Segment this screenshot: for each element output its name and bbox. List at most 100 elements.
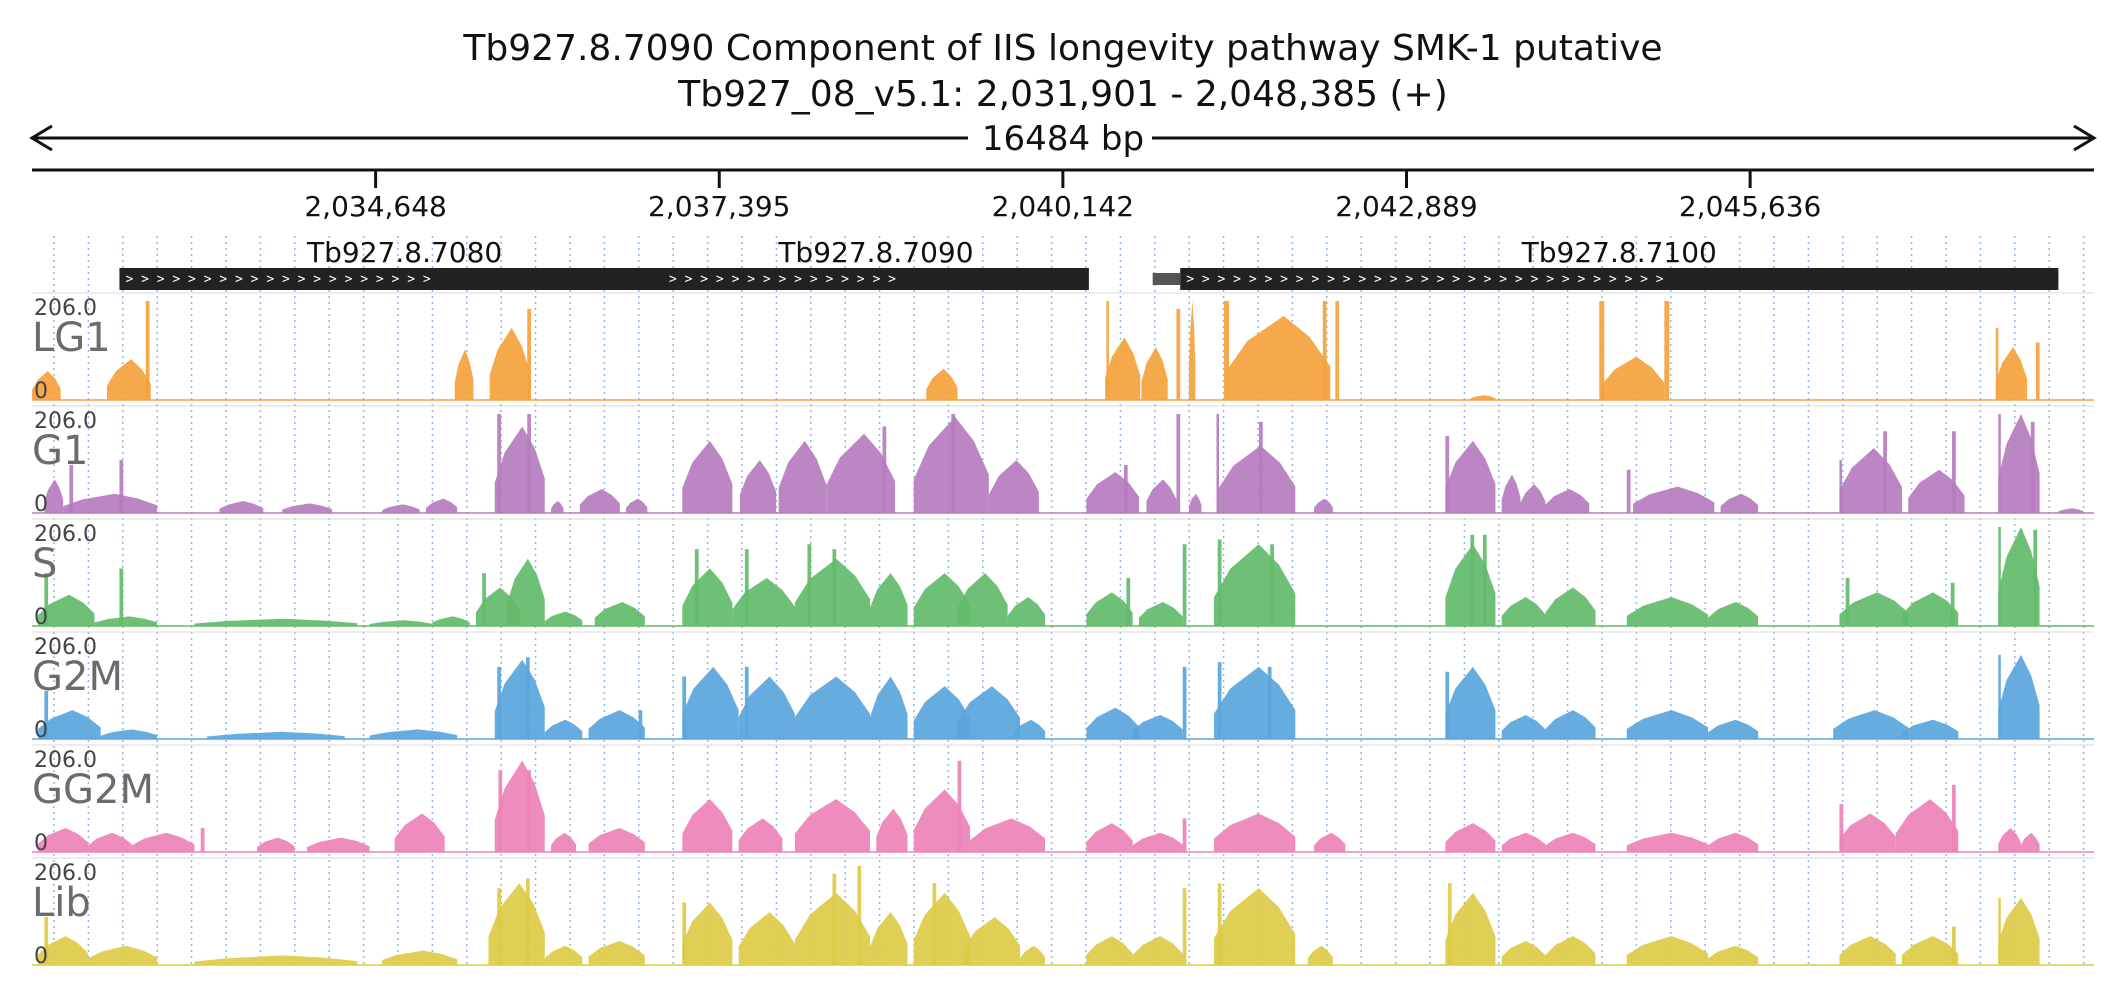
track-s: 206.0 0 S <box>32 518 2094 630</box>
coverage-peak <box>1138 601 1183 626</box>
coverage-peak <box>1901 719 1959 739</box>
coverage-peak <box>626 498 648 513</box>
left-arrowhead <box>29 124 53 152</box>
coverage-peak <box>579 488 620 513</box>
coverage-peak <box>1845 577 1850 626</box>
track-name-label: LG1 <box>32 315 111 361</box>
track-g1: 206.0 0 G1 <box>32 405 2094 517</box>
span-ruler: 16484 bp <box>29 119 2097 159</box>
coverage-peak <box>682 902 733 965</box>
coverage-peak <box>1188 493 1202 513</box>
coverage-peak <box>497 666 501 739</box>
coverage-peak <box>1445 892 1496 965</box>
coverage-peak <box>2035 342 2040 400</box>
track-lib: 206.0 0 Lib <box>32 857 2094 969</box>
coverage-peak <box>1501 474 1521 513</box>
coordinate-axis: 2,034,648 2,037,395 2,040,142 2,042,889 2,04… <box>32 168 2094 223</box>
coverage-peak <box>1013 719 1046 739</box>
coverage-peak <box>1995 347 2028 400</box>
coverage-peak <box>1950 582 1955 626</box>
coverage-peak <box>1213 544 1296 626</box>
track-max-label: 206.0 <box>34 522 97 547</box>
coverage-peak <box>1952 431 1956 513</box>
coverage-peak <box>832 873 837 965</box>
coverage-peak <box>38 936 89 965</box>
coverage-peak <box>454 349 474 400</box>
coverage-peak <box>200 827 205 852</box>
coverage-peak <box>1501 940 1546 965</box>
coverage-peak <box>1216 414 1219 513</box>
coverage-peak <box>744 666 749 739</box>
track-min-label: 0 <box>34 605 48 630</box>
coverage-peak <box>1086 707 1139 739</box>
strand-arrows: > > > > > > > > > > > > > > > > > > > > <box>125 272 430 287</box>
coverage-peak <box>638 710 643 739</box>
coverage-peak <box>369 620 433 626</box>
gene-cds <box>1180 268 2059 290</box>
coverage-peak <box>489 327 530 400</box>
coverage-peak <box>926 368 958 400</box>
coverage-peak <box>145 301 150 400</box>
gene-label: Tb927.8.7080 <box>306 236 502 269</box>
coverage-peak <box>913 416 989 513</box>
coverage-peak <box>1223 301 1229 400</box>
coverage-peak <box>257 837 295 852</box>
coverage-peak <box>588 710 645 739</box>
coverage-peak <box>1132 714 1183 739</box>
coverage-peak <box>1708 601 1759 626</box>
track-g2m: 206.0 0 G2M <box>32 631 2094 743</box>
coverage-peak <box>307 837 370 852</box>
coverage-peak <box>1545 587 1596 626</box>
coverage-peak <box>1217 539 1222 626</box>
coverage-peak <box>957 686 1021 739</box>
coverage-peak <box>957 573 1008 626</box>
coverage-peak <box>970 818 1046 852</box>
coverage-peak <box>1445 671 1450 739</box>
coverage-peak <box>497 888 501 965</box>
coverage-peak <box>1998 527 2001 626</box>
coverage-peak <box>1182 666 1187 739</box>
coverage-peak <box>1007 597 1046 626</box>
axis-tick-label: 2,040,142 <box>992 190 1135 223</box>
coverage-peak <box>682 666 739 739</box>
coverage-peak <box>1501 714 1546 739</box>
coverage-peak <box>932 883 937 965</box>
coverage-peak <box>32 371 61 400</box>
coverage-peak <box>38 594 95 626</box>
coverage-peak <box>1322 301 1327 400</box>
axis-tick-label: 2,034,648 <box>304 190 447 223</box>
gene-label: Tb927.8.7100 <box>1521 236 1717 269</box>
coverage-peak <box>100 729 157 739</box>
coverage-peak <box>119 568 124 626</box>
coverage-peak <box>1545 936 1596 965</box>
coverage-peak <box>525 878 530 965</box>
coverage-peak <box>1883 431 1887 513</box>
coverage-peak <box>1998 654 2040 739</box>
coverage-peak <box>194 618 358 626</box>
coverage-peak <box>694 549 699 626</box>
coverage-peak <box>682 676 687 739</box>
coverage-peak <box>1720 493 1759 513</box>
track-max-label: 206.0 <box>34 635 97 660</box>
coverage-peak <box>482 573 486 626</box>
coverage-peak <box>1445 666 1496 739</box>
coverage-peak <box>869 676 908 739</box>
coverage-peak <box>588 940 645 965</box>
gene-models: > > > > > > > > > > > > > > > > > > > > … <box>119 236 2059 290</box>
coverage-peak <box>1901 592 1959 626</box>
coverage-peak <box>988 460 1039 513</box>
coverage-peak <box>63 493 157 513</box>
coverage-peak <box>382 950 458 965</box>
gene-cds <box>119 268 690 290</box>
coverage-peak <box>1839 813 1896 852</box>
axis-tick-label: 2,042,889 <box>1335 190 1478 223</box>
coverage-peak <box>1901 936 1959 965</box>
coverage-peak <box>1895 799 1959 852</box>
coverage-peak <box>869 573 908 626</box>
axis-tick-label: 2,037,395 <box>648 190 791 223</box>
track-name-label: G2M <box>32 654 123 700</box>
coverage-peak <box>106 359 151 400</box>
coverage-peak <box>1601 356 1665 400</box>
coverage-peak <box>1105 337 1141 400</box>
